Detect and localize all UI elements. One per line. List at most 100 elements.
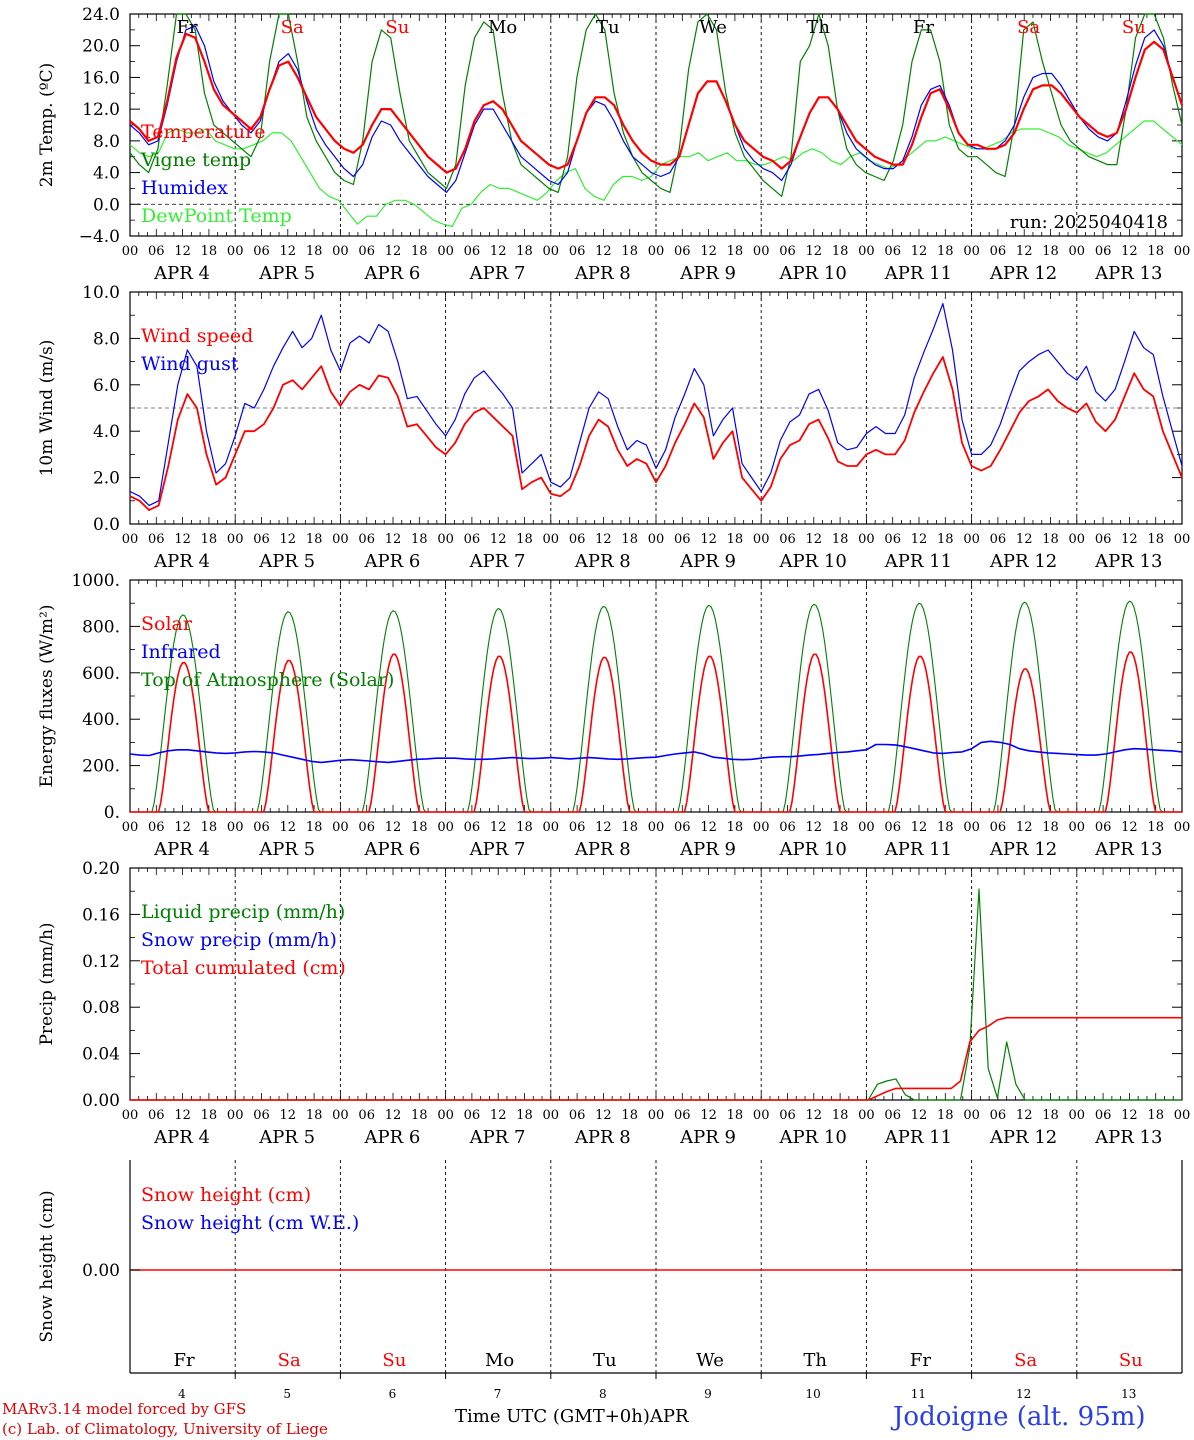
hour-tick-label: 18: [937, 244, 954, 259]
day-number-label: 4: [178, 1387, 186, 1401]
legend-entry: Vigne temp: [140, 149, 251, 171]
date-label: APR 10: [779, 839, 847, 860]
y-tick-label: 1000.: [71, 571, 120, 591]
hour-tick-label: 06: [990, 820, 1007, 835]
weekday-label: Sa: [278, 1350, 301, 1371]
hour-tick-label: 12: [490, 244, 507, 259]
hour-tick-label: 18: [306, 244, 323, 259]
weekday-label: Fr: [176, 17, 197, 38]
hour-tick-label: 06: [779, 820, 796, 835]
hour-tick-label: 12: [1121, 820, 1138, 835]
series-line: [129, 13, 1183, 197]
x-axis-month: APR: [649, 1406, 689, 1427]
hour-tick-label: 12: [700, 532, 717, 547]
date-label: APR 12: [989, 839, 1057, 860]
date-label: APR 7: [469, 1127, 526, 1148]
day-number-label: 10: [806, 1387, 821, 1401]
x-axis-title-text: Time UTC (GMT+0h): [455, 1406, 650, 1427]
hour-tick-label: 18: [1147, 244, 1164, 259]
y-tick-label: 0.04: [82, 1045, 120, 1065]
hour-tick-label: 12: [1016, 532, 1033, 547]
date-label: APR 5: [258, 551, 315, 572]
hour-tick-label: 18: [727, 532, 744, 547]
date-label: APR 10: [779, 551, 847, 572]
hour-tick-label: 00: [437, 820, 454, 835]
legend-entry: Snow height (cm): [141, 1184, 311, 1206]
date-label: APR 4: [153, 551, 210, 572]
hour-tick-label: 12: [280, 820, 297, 835]
hour-tick-label: 00: [648, 244, 665, 259]
date-label: APR 8: [574, 839, 631, 860]
date-label: APR 7: [469, 839, 526, 860]
hour-tick-label: 12: [595, 820, 612, 835]
hour-tick-label: 00: [543, 1108, 560, 1123]
hour-tick-label: 06: [358, 820, 375, 835]
y-tick-label: 0.16: [82, 905, 120, 925]
hour-tick-label: 18: [832, 244, 849, 259]
hour-tick-label: 06: [464, 532, 481, 547]
date-label: APR 9: [679, 839, 736, 860]
y-tick-label: 4.0: [93, 164, 120, 184]
y-axis-label: 10m Wind (m/s): [37, 340, 57, 477]
credit-line-2: (c) Lab. of Climatology, University of L…: [2, 1420, 328, 1438]
weekday-label: Su: [1119, 1350, 1143, 1371]
weekday-label: Fr: [173, 1350, 194, 1371]
series-line: [130, 651, 1182, 813]
y-tick-label: 0.0: [93, 515, 120, 535]
y-tick-label: 10.0: [82, 283, 120, 303]
legend: Temperature Vigne temp Humidex DewPoint Tem…: [140, 121, 292, 227]
y-axis-label: 2m Temp. (ºC): [37, 63, 57, 188]
weekday-label: Fr: [910, 1350, 931, 1371]
hour-tick-label: 18: [621, 820, 638, 835]
hour-tick-label: 06: [569, 1108, 586, 1123]
hour-tick-label: 12: [1016, 1108, 1033, 1123]
date-label: APR 13: [1094, 551, 1162, 572]
date-label: APR 5: [258, 839, 315, 860]
hour-tick-label: 12: [385, 532, 402, 547]
hour-tick-label: 12: [806, 1108, 823, 1123]
weekday-label: Th: [803, 1350, 827, 1371]
hour-tick-label: 00: [963, 820, 980, 835]
y-tick-label: 0.12: [82, 952, 120, 972]
hour-tick-label: 12: [595, 1108, 612, 1123]
weekday-label: Mo: [485, 1350, 514, 1371]
legend-entry: Snow height (cm W.E.): [141, 1212, 359, 1234]
hour-tick-label: 06: [779, 532, 796, 547]
y-axis: 0.20 0.16 0.12 0.08 0.04 0.00 Precip (mm/h): [37, 859, 1182, 1111]
y-axis: 24.0 20.0 16.0 12.0 8.0 4.0 0.0 −4.0 2m Temp. (º…: [37, 5, 1182, 247]
hour-tick-label: 00: [1069, 820, 1086, 835]
date-label: APR 7: [469, 263, 526, 284]
date-label: APR 4: [153, 839, 210, 860]
y-tick-label: 0.20: [82, 859, 120, 879]
hour-tick-label: 12: [385, 1108, 402, 1123]
hour-tick-label: 12: [490, 820, 507, 835]
hour-axis: 00 06 12 18 00 06 12 18 00 06 12 18 00 06 12 18 00 06 12 18…: [122, 244, 1191, 284]
y-tick-label: 16.0: [82, 68, 120, 88]
date-label: APR 4: [153, 263, 210, 284]
hour-tick-label: 00: [332, 1108, 349, 1123]
hour-tick-label: 00: [858, 532, 875, 547]
hour-tick-label: 18: [411, 820, 428, 835]
date-label: APR 11: [884, 839, 952, 860]
hour-tick-label: 00: [332, 820, 349, 835]
hour-tick-label: 18: [1147, 1108, 1164, 1123]
hour-tick-label: 00: [543, 532, 560, 547]
weekday-label: Mo: [488, 17, 517, 38]
hour-tick-label: 06: [148, 1108, 165, 1123]
hour-tick-label: 18: [411, 244, 428, 259]
hour-tick-label: 06: [358, 1108, 375, 1123]
date-label: APR 5: [258, 1127, 315, 1148]
weekday-label: Su: [385, 17, 409, 38]
legend-entry: Total cumulated (cm): [141, 957, 346, 979]
hour-tick-label: 12: [1121, 244, 1138, 259]
hour-tick-label: 18: [306, 1108, 323, 1123]
hour-tick-label: 00: [1174, 1108, 1191, 1123]
day-number-label: 7: [494, 1387, 502, 1401]
hour-tick-label: 06: [884, 244, 901, 259]
hour-tick-label: 06: [884, 820, 901, 835]
y-axis-label: Snow height (cm): [37, 1190, 57, 1342]
hour-ticks: [129, 292, 1183, 524]
hour-tick-label: 00: [122, 820, 139, 835]
legend-entry: DewPoint Temp: [141, 205, 292, 227]
weekday-label: We: [696, 1350, 724, 1371]
